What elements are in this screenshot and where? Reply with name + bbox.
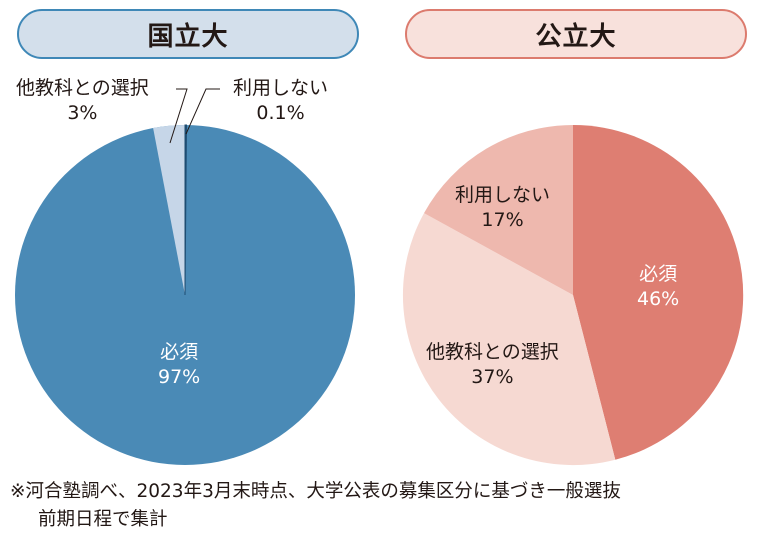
public-unused-name: 利用しない [455, 184, 551, 206]
public-required-pct: 46% [637, 288, 680, 310]
public-choice-label: 他教科との選択 37% [426, 340, 559, 390]
public-slice-required [573, 124, 744, 460]
public-choice-pct: 37% [471, 366, 514, 388]
public-required-name: 必須 [639, 263, 678, 285]
national-required-pct: 97% [158, 366, 201, 388]
national-unused-pct: 0.1% [256, 102, 305, 124]
national-slice-choice [153, 124, 185, 295]
public-unused-label: 利用しない 17% [455, 183, 550, 233]
national-unused-label: 利用しない 0.1% [233, 76, 328, 126]
leader-line-choice [169, 88, 188, 144]
national-university-title: 国立大 [17, 9, 359, 59]
public-slice-unused [424, 124, 573, 295]
leader-line-unused [185, 88, 220, 135]
national-choice-pct: 3% [67, 102, 98, 124]
national-choice-name: 他教科との選択 [16, 77, 149, 99]
public-required-label: 必須 46% [637, 262, 679, 312]
national-title-text: 国立大 [147, 21, 229, 52]
national-required-name: 必須 [160, 341, 199, 363]
national-choice-label: 他教科との選択 3% [16, 76, 149, 126]
public-unused-pct: 17% [481, 209, 524, 231]
public-university-title: 公立大 [405, 9, 747, 59]
national-pie [15, 88, 355, 465]
national-unused-name: 利用しない [233, 77, 329, 99]
public-pie [402, 124, 744, 466]
public-choice-name: 他教科との選択 [426, 341, 559, 363]
footnote-line2: 前期日程で集計 [38, 509, 168, 530]
public-title-text: 公立大 [535, 21, 617, 52]
national-slice-unused [184, 124, 188, 296]
footnote-line1: ※河合塾調べ、2023年3月末時点、大学公表の募集区分に基づき一般選抜 [10, 481, 621, 502]
public-slice-choice [402, 213, 616, 466]
national-required-label: 必須 97% [158, 340, 200, 390]
